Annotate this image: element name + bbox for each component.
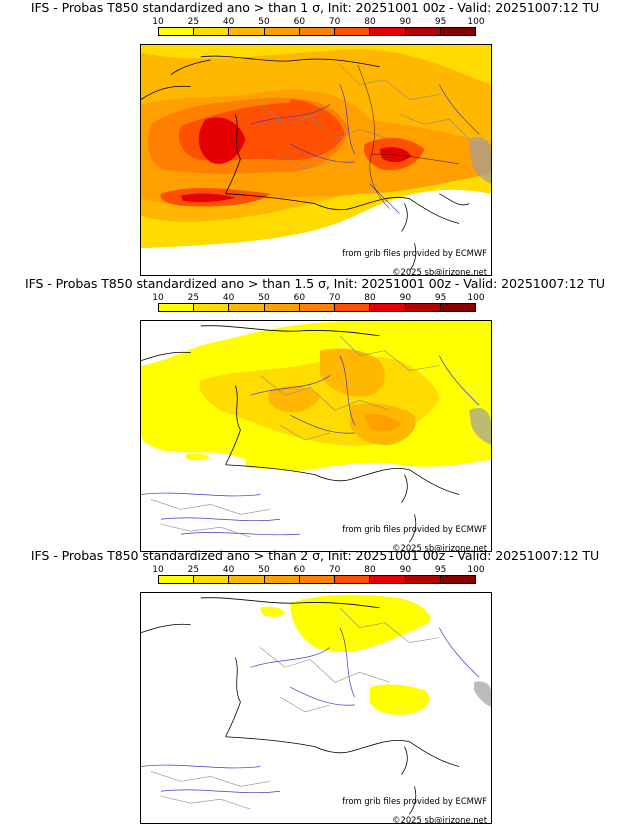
colorbar-tick-label: 60: [293, 565, 306, 575]
colorbar-swatch: [335, 28, 371, 35]
colorbar-swatch: [159, 304, 195, 311]
colorbar-tick-label: 25: [187, 17, 200, 27]
colorbar-swatch: [229, 576, 265, 583]
map-panel-2sigma: IFS - Probas T850 standardized ano > tha…: [0, 548, 630, 824]
colorbar-tick-label: 25: [187, 293, 200, 303]
colorbar-tick-label: 60: [293, 293, 306, 303]
colorbar-tick-label: 95: [434, 565, 447, 575]
colorbar-swatch: [299, 28, 336, 35]
colorbar-tick-label: 70: [328, 293, 341, 303]
copyright-credit: ©2025 sb@irizone.net: [392, 815, 487, 824]
colorbar-tick-label: 90: [399, 293, 412, 303]
colorbar-tick-label: 60: [293, 17, 306, 27]
colorbar-swatch: [299, 576, 336, 583]
colorbar-swatch: [194, 28, 230, 35]
colorbar-swatch: [264, 576, 300, 583]
colorbar-tick-label: 90: [399, 17, 412, 27]
colorbar-swatch: [264, 304, 300, 311]
colorbar-tick-label: 100: [467, 293, 485, 303]
colorbar-swatch: [229, 304, 265, 311]
copyright-credit: ©2025 sb@irizone.net: [392, 543, 487, 552]
colorbar-swatch: [159, 576, 195, 583]
map-panel-1-5sigma: IFS - Probas T850 standardized ano > tha…: [0, 276, 630, 552]
colorbar-swatch: [159, 28, 195, 35]
colorbar-swatch: [370, 304, 406, 311]
colorbar-tick-label: 10: [152, 17, 164, 27]
colorbar-tick-label: 95: [434, 17, 447, 27]
colorbar-tick-label: 40: [222, 565, 235, 575]
copyright-credit: ©2025 sb@irizone.net: [392, 267, 487, 276]
colorbar-swatch: [194, 576, 230, 583]
colorbar-swatch: [440, 28, 475, 35]
colorbar-swatch: [335, 304, 371, 311]
panel-title: IFS - Probas T850 standardized ano > tha…: [30, 548, 600, 563]
colorbar-tick-label: 95: [434, 293, 447, 303]
colorbar-swatch: [440, 576, 475, 583]
colorbar-swatch: [405, 304, 441, 311]
colorbar-tick-label: 80: [364, 293, 376, 303]
colorbar-swatch: [264, 28, 300, 35]
probability-map: from grib files provided by ECMWF ©2025 …: [140, 320, 492, 552]
source-credit: from grib files provided by ECMWF: [342, 524, 487, 534]
colorbar-swatch: [299, 304, 336, 311]
probability-map: from grib files provided by ECMWF ©2025 …: [140, 592, 492, 824]
colorbar-swatch: [370, 28, 406, 35]
colorbar-swatch: [405, 576, 441, 583]
colorbar-swatch: [370, 576, 406, 583]
panel-title: IFS - Probas T850 standardized ano > tha…: [30, 0, 600, 15]
colorbar-swatch: [194, 304, 230, 311]
colorbar-swatch: [229, 28, 265, 35]
colorbar-tick-label: 50: [258, 565, 270, 575]
colorbar-tick-label: 70: [328, 565, 341, 575]
colorbar-ticks: 10 25 40 50 60 70 80 90 95 100: [152, 17, 484, 27]
colorbar-tick-label: 40: [222, 293, 235, 303]
colorbar-swatch: [405, 28, 441, 35]
colorbar: [158, 303, 476, 312]
colorbar-ticks: 10 25 40 50 60 70 80 90 95 100: [152, 293, 484, 303]
colorbar-tick-label: 50: [258, 17, 270, 27]
panel-title: IFS - Probas T850 standardized ano > tha…: [24, 276, 606, 291]
probability-map: from grib files provided by ECMWF ©2025 …: [140, 44, 492, 276]
colorbar-tick-label: 50: [258, 293, 270, 303]
colorbar-tick-label: 40: [222, 17, 235, 27]
colorbar-ticks: 10 25 40 50 60 70 80 90 95 100: [152, 565, 484, 575]
colorbar-tick-label: 80: [364, 565, 376, 575]
colorbar-swatch: [440, 304, 475, 311]
colorbar-tick-label: 10: [152, 565, 164, 575]
colorbar-tick-label: 90: [399, 565, 412, 575]
colorbar-swatch: [335, 576, 371, 583]
colorbar-tick-label: 80: [364, 17, 376, 27]
source-credit: from grib files provided by ECMWF: [342, 248, 487, 258]
colorbar-tick-label: 100: [467, 565, 485, 575]
colorbar-tick-label: 25: [187, 565, 200, 575]
colorbar-tick-label: 70: [328, 17, 341, 27]
source-credit: from grib files provided by ECMWF: [342, 796, 487, 806]
colorbar: [158, 575, 476, 584]
colorbar-tick-label: 10: [152, 293, 164, 303]
colorbar: [158, 27, 476, 36]
map-panel-1sigma: IFS - Probas T850 standardized ano > tha…: [0, 0, 630, 276]
colorbar-tick-label: 100: [467, 17, 485, 27]
